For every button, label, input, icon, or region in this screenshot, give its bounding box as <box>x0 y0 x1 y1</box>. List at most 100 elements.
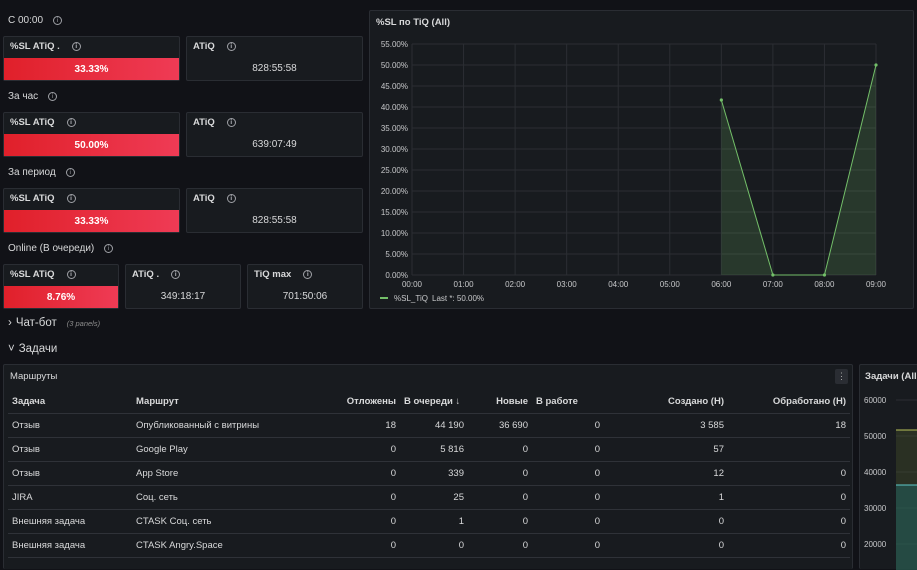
y-tick-label: 25.00% <box>381 166 408 175</box>
table-cell: Отзыв <box>8 461 132 486</box>
table-cell: Внешняя задача <box>8 533 132 558</box>
table-cell: CTASK Angry.Space <box>132 533 300 558</box>
x-tick-label: 02:00 <box>505 280 526 289</box>
stat-value: 8.76% <box>4 286 118 308</box>
column-header[interactable]: Обработано (Н) <box>728 391 850 414</box>
info-icon[interactable]: i <box>226 194 236 203</box>
table-cell: Отзыв <box>8 437 132 462</box>
table-cell: 0 <box>468 533 532 558</box>
section-label: За период <box>8 167 56 178</box>
y-tick-label: 5.00% <box>385 250 408 259</box>
panel-title: ATiQ <box>193 117 215 128</box>
table-cell: 0 <box>532 413 604 438</box>
panel-title: %SL ATiQ <box>10 269 55 280</box>
table-cell: 12 <box>604 461 728 486</box>
column-header[interactable]: Создано (Н) <box>604 391 728 414</box>
column-header[interactable]: Новые <box>468 391 532 414</box>
table-cell: 0 <box>468 485 532 510</box>
panel-title: ATiQ <box>193 193 215 204</box>
x-tick-label: 08:00 <box>814 280 835 289</box>
data-point <box>874 63 878 67</box>
chatbot-row[interactable]: › Чат-бот (3 panels) <box>8 317 100 329</box>
table-cell: 18 <box>728 413 850 438</box>
stat-value: 639:07:49 <box>252 139 297 150</box>
series-area <box>896 485 917 570</box>
info-icon[interactable]: i <box>104 244 114 253</box>
table-cell: 0 <box>300 437 400 462</box>
data-point <box>771 273 775 277</box>
tasks-chart-panel: Задачи (All 60000 50000 40000 30000 20000 <box>859 364 917 570</box>
table-cell: 339 <box>400 461 468 486</box>
routes-table-panel: Маршруты ⋮ Задача Маршрут Отложены В оче… <box>3 364 853 569</box>
section-title-since-midnight: С 00:00 i <box>8 15 63 26</box>
column-header[interactable]: Отложены <box>300 391 400 414</box>
info-icon[interactable]: i <box>66 194 76 203</box>
info-icon[interactable]: i <box>66 270 76 279</box>
table-cell: 5 816 <box>400 437 468 462</box>
series-area <box>896 430 917 570</box>
info-icon[interactable]: i <box>48 92 58 101</box>
info-icon[interactable]: i <box>53 16 63 25</box>
table-cell: Google Play <box>132 437 300 462</box>
table-cell: 0 <box>532 485 604 510</box>
y-tick-label: 60000 <box>864 396 887 405</box>
table-cell: 57 <box>604 437 728 462</box>
sl-chart[interactable]: 0.00% 5.00% 10.00% 15.00% 20.00% 25.00% 30.00%… <box>370 11 915 310</box>
table-row[interactable]: JIRA Соц. сеть 0 25 0 0 1 0 <box>8 485 850 510</box>
routes-table: Задача Маршрут Отложены В очереди ↓ Новы… <box>8 391 850 558</box>
section-title-per-hour: За час i <box>8 91 58 102</box>
x-tick-label: 07:00 <box>763 280 784 289</box>
stat-panel-sl-1: %SL ATiQ . i 33.33% <box>3 36 180 81</box>
info-icon[interactable]: i <box>71 42 81 51</box>
panel-title: %SL ATiQ <box>10 193 55 204</box>
info-icon[interactable]: i <box>65 168 75 177</box>
column-header[interactable]: В очереди ↓ <box>400 391 468 414</box>
table-cell: 3 585 <box>604 413 728 438</box>
panel-title: TiQ max <box>254 269 292 280</box>
info-icon[interactable]: i <box>226 118 236 127</box>
panel-title: ATiQ <box>193 41 215 52</box>
info-icon[interactable]: i <box>303 270 313 279</box>
table-cell: CTASK Соц. сеть <box>132 509 300 534</box>
stat-panel-sl-3: %SL ATiQ i 33.33% <box>3 188 180 233</box>
column-header[interactable]: В работе <box>532 391 604 414</box>
table-header-row: Задача Маршрут Отложены В очереди ↓ Новы… <box>8 391 850 414</box>
info-icon[interactable]: i <box>66 118 76 127</box>
legend-series-label: %SL_TiQ <box>394 294 428 303</box>
info-icon[interactable]: i <box>171 270 181 279</box>
stat-panel-tiq-max: TiQ max i 701:50:06 <box>247 264 363 309</box>
stat-panel-atiq-1: ATiQ i 828:55:58 <box>186 36 363 81</box>
table-cell: 0 <box>532 509 604 534</box>
chart-panel-title: %SL по TiQ (All) <box>376 17 451 28</box>
section-label: Online (В очереди) <box>8 243 95 254</box>
column-header[interactable]: Маршрут <box>132 391 300 414</box>
column-header[interactable]: Задача <box>8 391 132 414</box>
y-tick-label: 10.00% <box>381 229 408 238</box>
table-cell <box>728 437 850 462</box>
y-tick-label: 55.00% <box>381 40 408 49</box>
tasks-chart-title: Задачи (All <box>865 371 917 382</box>
tasks-row[interactable]: ˅ Задачи <box>8 343 57 355</box>
y-tick-label: 40.00% <box>381 103 408 112</box>
stat-panel-atiq-4: ATiQ . i 349:18:17 <box>125 264 241 309</box>
table-cell: 0 <box>468 509 532 534</box>
panel-title: %SL ATiQ . <box>10 41 60 52</box>
table-row[interactable]: Отзыв Google Play 0 5 816 0 0 57 <box>8 437 850 462</box>
table-row[interactable]: Внешняя задача CTASK Angry.Space 0 0 0 0 0 0 <box>8 533 850 558</box>
tasks-chart[interactable]: 60000 50000 40000 30000 20000 <box>860 365 917 570</box>
panel-menu-icon[interactable]: ⋮ <box>835 369 848 384</box>
stat-value: 701:50:06 <box>282 291 328 302</box>
row-title: Чат-бот <box>15 317 57 329</box>
table-cell: Отзыв <box>8 413 132 438</box>
stat-value: 50.00% <box>4 134 179 156</box>
table-row[interactable]: Внешняя задача CTASK Соц. сеть 0 1 0 0 0 0 <box>8 509 850 534</box>
x-tick-label: 04:00 <box>608 280 629 289</box>
stat-value: 33.33% <box>4 210 179 232</box>
chevron-down-icon: ˅ <box>8 343 15 355</box>
y-tick-label: 30.00% <box>381 145 408 154</box>
table-row[interactable]: Отзыв Опубликованный с витрины 18 44 190 36 … <box>8 413 850 438</box>
table-row[interactable]: Отзыв App Store 0 339 0 0 12 0 <box>8 461 850 486</box>
table-cell: 18 <box>300 413 400 438</box>
x-tick-label: 00:00 <box>402 280 423 289</box>
info-icon[interactable]: i <box>226 42 236 51</box>
